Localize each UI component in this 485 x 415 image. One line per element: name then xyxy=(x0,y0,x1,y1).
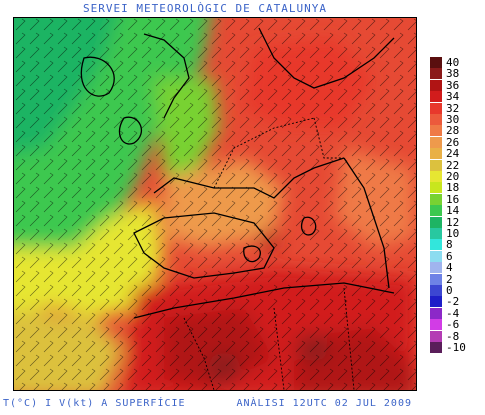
legend-label: 38 xyxy=(446,67,460,81)
legend-label: -4 xyxy=(446,306,460,320)
legend-label: 0 xyxy=(446,284,453,297)
legend-swatch xyxy=(430,342,442,353)
legend-swatch xyxy=(430,319,442,331)
legend-label: 34 xyxy=(446,90,460,104)
legend-swatch xyxy=(430,285,442,296)
legend-label: 30 xyxy=(446,113,460,126)
legend-label: 20 xyxy=(446,170,460,183)
legend-label: 2 xyxy=(446,272,453,286)
legend-swatch xyxy=(430,273,442,285)
temperature-legend: 40 38 36 34 32 30 28 26 24 22 20 18 16 14 12 10 8 6 4 2 0 -2-… xyxy=(430,57,482,355)
page-title: SERVEI METEOROLÒGIC DE CATALUNYA xyxy=(83,2,327,15)
legend-swatch xyxy=(430,250,442,262)
legend-swatch xyxy=(430,68,442,80)
legend-swatch xyxy=(430,228,442,239)
legend-label: 10 xyxy=(446,227,460,240)
legend-swatch xyxy=(430,171,442,182)
temperature-wind-map xyxy=(13,17,417,391)
legend-label: 22 xyxy=(446,158,460,172)
legend-swatch xyxy=(430,91,442,103)
legend-swatch xyxy=(430,216,442,228)
legend-label: 4 xyxy=(446,261,453,275)
legend-swatch xyxy=(430,296,442,308)
legend-label: -10 xyxy=(446,341,466,354)
legend-label: -6 xyxy=(446,318,460,332)
legend-swatch xyxy=(430,239,442,251)
legend-label: 28 xyxy=(446,124,460,138)
legend-swatch xyxy=(430,193,442,205)
legend-swatch xyxy=(430,79,442,91)
legend-label: -2 xyxy=(446,295,460,309)
legend-label: 40 xyxy=(446,56,460,69)
legend-label: 36 xyxy=(446,78,460,92)
legend-label: 26 xyxy=(446,135,460,149)
legend-swatch xyxy=(430,125,442,137)
legend-swatch xyxy=(430,205,442,217)
legend-label: -8 xyxy=(446,329,460,343)
legend-swatch xyxy=(430,136,442,148)
legend-swatch xyxy=(430,57,442,68)
legend-label: 12 xyxy=(446,215,460,229)
legend-label: 18 xyxy=(446,181,460,195)
legend-label: 6 xyxy=(446,249,453,263)
variable-label: T(°C) I V(kt) A SUPERFÍCIE xyxy=(3,398,186,409)
legend-swatch xyxy=(430,330,442,342)
legend-swatch xyxy=(430,159,442,171)
legend-swatch xyxy=(430,182,442,194)
legend-swatch xyxy=(430,148,442,160)
legend-label: 16 xyxy=(446,192,460,206)
legend-label: 14 xyxy=(446,204,460,218)
legend-swatch xyxy=(430,262,442,274)
legend-swatch xyxy=(430,114,442,125)
legend-label: 8 xyxy=(446,238,453,252)
legend-swatch xyxy=(430,102,442,114)
analysis-label: ANÀLISI 12UTC 02 JUL 2009 xyxy=(236,398,412,409)
legend-label: 32 xyxy=(446,101,460,115)
legend-swatch xyxy=(430,307,442,319)
legend-label: 24 xyxy=(446,147,460,161)
